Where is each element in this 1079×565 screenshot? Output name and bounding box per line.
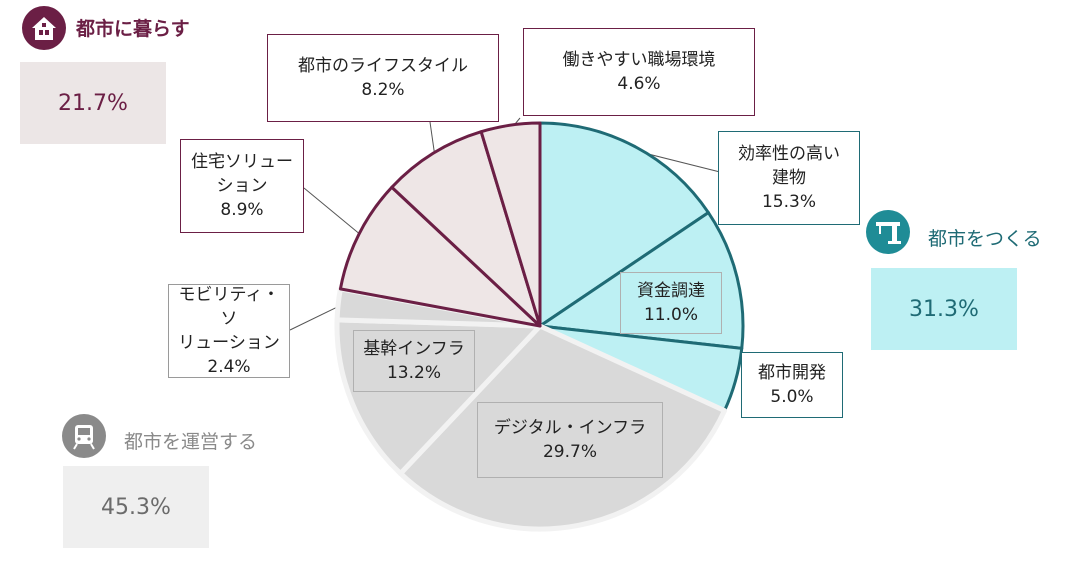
group-title-operate: 都市を運営する <box>124 431 258 453</box>
slice-name: デジタル・インフラ <box>493 418 647 438</box>
slice-value: 8.2% <box>361 80 405 100</box>
slice-label-efficient-buildings: 効率性の高い 建物 15.3% <box>718 131 860 225</box>
slice-label-mobility: モビリティ・ソ リューション 2.4% <box>168 284 290 378</box>
group-value-build: 31.3% <box>871 268 1017 350</box>
group-title-live: 都市に暮らす <box>76 18 190 40</box>
slice-name: 住宅ソリュー ション <box>191 152 293 196</box>
pie-slice-urban-lifestyle <box>390 130 542 328</box>
group-value-operate: 45.3% <box>63 466 209 548</box>
slice-label-housing: 住宅ソリュー ション 8.9% <box>180 139 304 233</box>
leader-line-housing <box>303 187 363 237</box>
group-value-live: 21.7% <box>20 62 166 144</box>
slice-label-digital-infra: デジタル・インフラ 29.7% <box>477 402 663 478</box>
slice-label-urban-development: 都市開発 5.0% <box>741 352 843 418</box>
pie-slice-housing <box>338 185 542 328</box>
slice-label-financing: 資金調達 11.0% <box>620 272 722 334</box>
pie-slice-core-infra <box>334 317 543 476</box>
pie-slice-digital-infra <box>398 323 728 532</box>
slice-label-core-infra: 基幹インフラ 13.2% <box>353 330 475 392</box>
house-icon <box>22 6 66 50</box>
group-title-build: 都市をつくる <box>928 228 1042 250</box>
slice-value: 11.0% <box>643 305 698 325</box>
slice-name: 効率性の高い 建物 <box>738 144 840 188</box>
slice-name: 都市のライフスタイル <box>298 56 468 76</box>
slice-value: 15.3% <box>761 192 816 212</box>
slice-name: 働きやすい職場環境 <box>562 50 716 70</box>
pie-slice-financing <box>538 211 745 350</box>
slice-value: 8.9% <box>220 200 264 220</box>
slice-name: 資金調達 <box>637 281 705 301</box>
slice-name: 都市開発 <box>758 363 826 383</box>
pie-slices <box>334 121 745 532</box>
slice-value: 5.0% <box>770 387 814 407</box>
crane-icon <box>866 210 910 254</box>
slice-value: 13.2% <box>386 363 441 383</box>
slice-value: 4.6% <box>617 74 661 94</box>
pie-slice-efficient-buildings <box>538 121 710 328</box>
pie-slice-workplace <box>479 121 542 328</box>
slice-label-workplace: 働きやすい職場環境 4.6% <box>523 28 755 116</box>
slice-label-urban-lifestyle: 都市のライフスタイル 8.2% <box>267 34 499 122</box>
train-icon <box>62 414 106 458</box>
leader-line-mobility <box>289 304 343 331</box>
slice-name: モビリティ・ソ リューション <box>178 285 280 353</box>
slice-value: 2.4% <box>207 357 251 377</box>
slice-name: 基幹インフラ <box>363 339 465 359</box>
slice-value: 29.7% <box>542 442 597 462</box>
